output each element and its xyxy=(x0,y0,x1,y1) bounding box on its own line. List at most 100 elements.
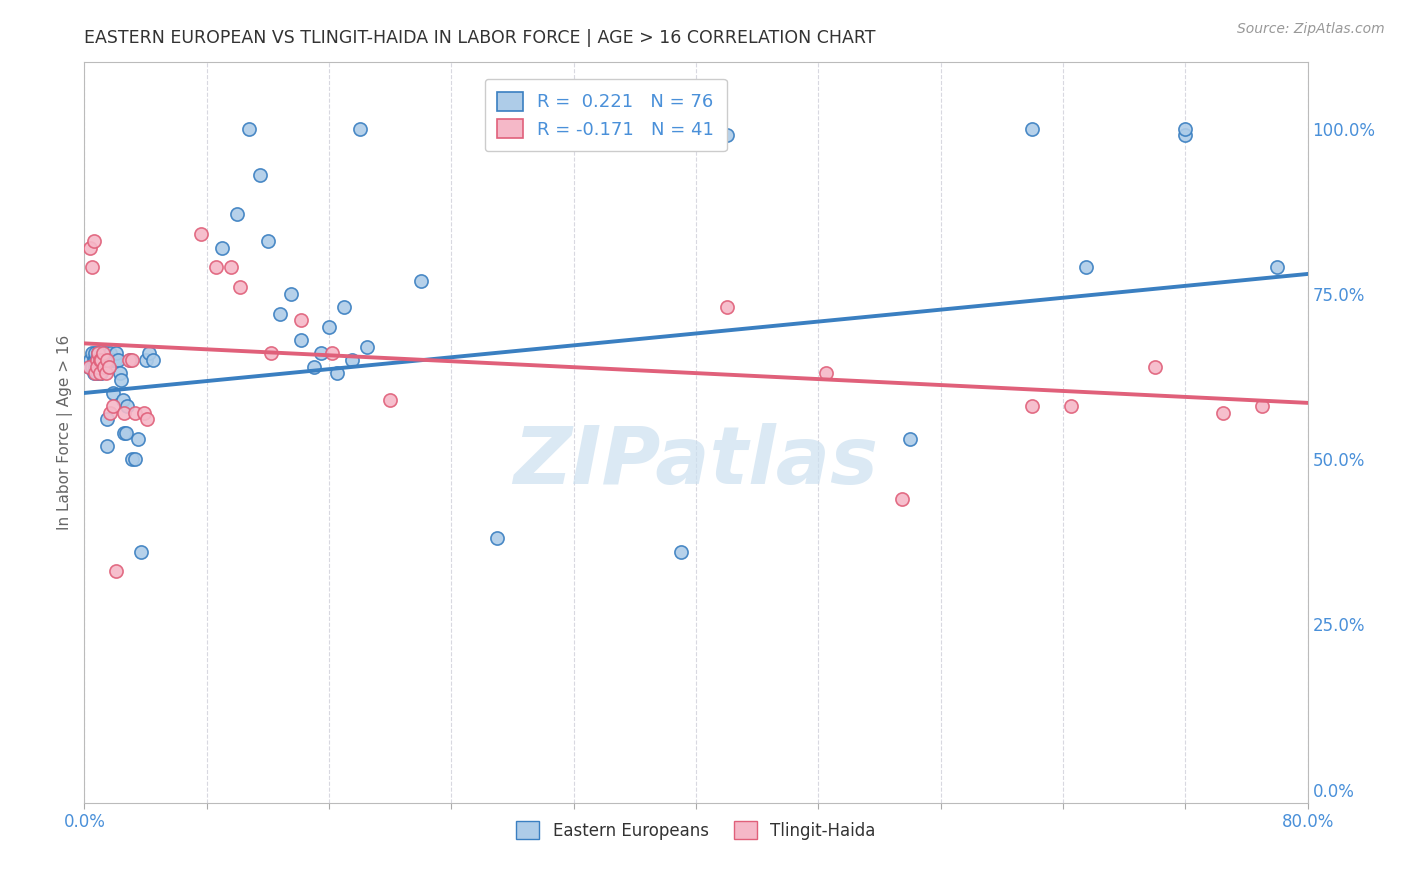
Point xyxy=(124,452,146,467)
Point xyxy=(898,432,921,446)
Point xyxy=(111,392,134,407)
Point xyxy=(101,352,124,367)
Point xyxy=(105,346,128,360)
Point xyxy=(84,359,107,374)
Point xyxy=(269,307,291,321)
Point xyxy=(1174,121,1197,136)
Point xyxy=(84,346,107,360)
Point xyxy=(219,260,242,275)
Point xyxy=(89,352,111,367)
Point xyxy=(97,359,120,374)
Point xyxy=(94,366,117,380)
Point xyxy=(136,412,159,426)
Point xyxy=(311,346,333,360)
Point xyxy=(409,274,432,288)
Point xyxy=(89,352,111,367)
Y-axis label: In Labor Force | Age > 16: In Labor Force | Age > 16 xyxy=(58,335,73,530)
Point xyxy=(318,319,340,334)
Point xyxy=(83,366,105,380)
Point xyxy=(1143,359,1166,374)
Point xyxy=(1212,406,1234,420)
Point xyxy=(86,359,108,374)
Point xyxy=(93,352,115,367)
Point xyxy=(112,406,135,420)
Point xyxy=(84,366,107,380)
Point xyxy=(90,366,112,380)
Point xyxy=(238,121,260,136)
Point xyxy=(77,359,100,374)
Text: EASTERN EUROPEAN VS TLINGIT-HAIDA IN LABOR FORCE | AGE > 16 CORRELATION CHART: EASTERN EUROPEAN VS TLINGIT-HAIDA IN LAB… xyxy=(84,29,876,47)
Point xyxy=(356,340,378,354)
Point xyxy=(80,260,103,275)
Point xyxy=(93,359,115,374)
Point xyxy=(118,352,141,367)
Point xyxy=(97,352,120,367)
Point xyxy=(142,352,165,367)
Point xyxy=(89,359,111,374)
Point xyxy=(257,234,280,248)
Point xyxy=(86,352,108,367)
Point xyxy=(108,366,131,380)
Point xyxy=(190,227,212,242)
Point xyxy=(94,346,117,360)
Point xyxy=(83,352,105,367)
Point xyxy=(290,313,312,327)
Point xyxy=(891,491,914,506)
Point xyxy=(112,425,135,440)
Point xyxy=(86,359,108,374)
Point xyxy=(121,352,143,367)
Point xyxy=(84,352,107,367)
Point xyxy=(91,352,114,367)
Point xyxy=(83,234,105,248)
Point xyxy=(486,532,509,546)
Point xyxy=(89,366,111,380)
Point xyxy=(96,439,118,453)
Point xyxy=(103,399,125,413)
Point xyxy=(87,352,110,367)
Point xyxy=(814,366,837,380)
Point xyxy=(115,399,138,413)
Point xyxy=(135,352,157,367)
Point xyxy=(138,346,160,360)
Point xyxy=(325,366,347,380)
Point xyxy=(107,352,129,367)
Point xyxy=(380,392,402,407)
Point xyxy=(1265,260,1288,275)
Point xyxy=(290,333,312,347)
Point xyxy=(229,280,252,294)
Point xyxy=(89,366,111,380)
Point xyxy=(77,359,100,374)
Point xyxy=(90,352,112,367)
Point xyxy=(90,352,112,367)
Point xyxy=(89,359,111,374)
Point xyxy=(1174,128,1197,143)
Legend: Eastern Europeans, Tlingit-Haida: Eastern Europeans, Tlingit-Haida xyxy=(509,814,883,847)
Point xyxy=(1059,399,1081,413)
Point xyxy=(87,346,110,360)
Point xyxy=(205,260,228,275)
Point xyxy=(211,240,233,255)
Point xyxy=(1074,260,1097,275)
Point xyxy=(669,544,692,558)
Point xyxy=(98,406,121,420)
Point xyxy=(121,452,143,467)
Point xyxy=(96,412,118,426)
Text: ZIPatlas: ZIPatlas xyxy=(513,423,879,501)
Point xyxy=(716,300,738,314)
Point xyxy=(1250,399,1272,413)
Point xyxy=(260,346,283,360)
Point xyxy=(333,300,356,314)
Point xyxy=(349,121,371,136)
Point xyxy=(91,346,114,360)
Point xyxy=(249,168,271,182)
Point xyxy=(79,352,101,367)
Point xyxy=(340,352,363,367)
Point xyxy=(97,359,120,374)
Point xyxy=(321,346,343,360)
Point xyxy=(716,128,738,143)
Point xyxy=(127,432,149,446)
Text: Source: ZipAtlas.com: Source: ZipAtlas.com xyxy=(1237,22,1385,37)
Point xyxy=(1021,399,1043,413)
Point xyxy=(91,346,114,360)
Point xyxy=(114,425,136,440)
